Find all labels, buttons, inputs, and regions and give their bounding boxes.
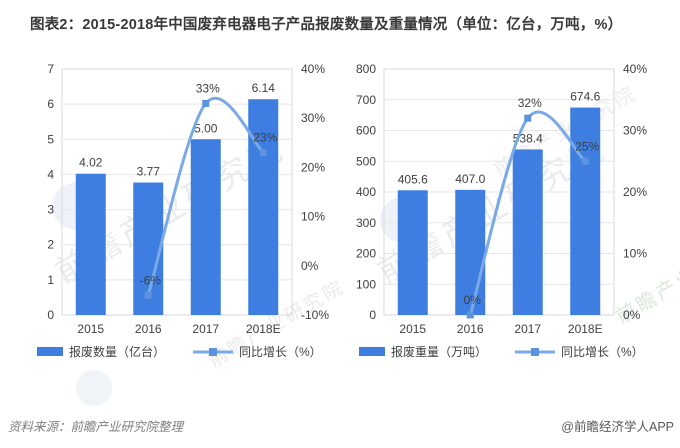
left-axis-tick: 400 [356,185,376,199]
bar-series: 4.02 3.77 5.00 6.14 [75,81,279,315]
bar-value-label: 4.02 [79,156,103,170]
right-axis-tick: -10% [301,308,329,322]
axis-labels: 0 1 2 3 4 5 6 7 -10% 0% 10% 20% 30% 40% 2015 2016 2017 20… [47,62,329,336]
line-marker [144,291,152,299]
line-value-label: 25% [575,139,599,153]
bar-2018E [248,99,279,315]
left-axis-tick: 0 [369,308,376,322]
legend-label: 同比增长（%） [239,345,322,359]
bar-2017 [512,149,543,315]
bar-2016 [455,189,486,315]
plot-border [383,68,615,316]
bar-value-label: 3.77 [137,165,161,179]
line-marker [259,149,267,157]
credit-note: @前瞻经济学人APP [561,420,674,434]
left-axis-tick: 100 [356,277,376,291]
line-marker [202,99,210,107]
legend-label: 报废重量（万吨） [391,344,487,359]
bar-value-label: 6.14 [252,81,276,95]
left-axis-tick: 6 [47,97,54,111]
legend-item-bar: 报废数量（亿台） [37,344,165,359]
bar-value-label: 5.00 [194,121,218,135]
chart-scrap-weight: 前瞻产业研究院 前瞻产业研究院 0 100 200 300 400 500 600 700 80… [336,57,666,373]
growth-line [468,110,587,317]
footer: 资料来源：前瞻产业研究院整理 @前瞻经济学人APP [8,416,674,435]
left-axis-tick: 300 [356,216,376,230]
legend-label: 同比增长（%） [561,345,644,359]
line-value-label: 23% [253,131,277,145]
chart-scrap-quantity-svg: 0 1 2 3 4 5 6 7 -10% 0% 10% 20% 30% 40% 2015 2016 2017 20… [37,62,329,359]
growth-line [146,96,265,297]
line-series: -6% 33% 23% [140,81,278,299]
right-axis-tick: 30% [623,124,647,138]
legend: 报废数量（亿台） 同比增长（%） [37,344,322,359]
x-axis-tick: 2016 [135,322,162,336]
right-axis-tick: 0% [301,259,319,273]
x-axis-tick: 2015 [77,322,104,336]
x-axis-tick: 2017 [192,322,219,336]
line-value-label: 33% [196,81,220,95]
line-marker [581,157,589,165]
left-axis-tick: 1 [47,273,54,287]
right-axis-tick: 0% [623,308,641,322]
left-axis-tick: 200 [356,247,376,261]
left-axis-tick: 0 [47,308,54,322]
legend-bar-swatch [37,347,63,356]
x-axis-tick: 2018E [568,322,603,336]
left-axis-tick: 4 [47,167,54,181]
line-value-label: 32% [518,96,542,110]
bar-value-label: 405.6 [398,172,428,186]
bar-value-label: 674.6 [570,90,600,104]
left-axis-tick: 5 [47,132,54,146]
chart-scrap-weight-svg: 0 100 200 300 400 500 600 700 800 0% 10% 20% 30% 40% 2… [356,62,647,359]
page-title: 图表2：2015-2018年中国废弃电器电子产品报废数量及重量情况（单位：亿台，… [30,17,623,33]
line-value-label: 0% [464,293,482,307]
bar-value-label: 407.0 [455,172,485,186]
source-note: 资料来源：前瞻产业研究院整理 [8,420,184,434]
left-axis-tick: 3 [47,203,54,217]
left-axis-tick: 700 [356,93,376,107]
legend-line-marker [209,348,217,356]
line-value-label: -6% [140,273,162,287]
bar-2015 [397,190,428,315]
right-axis-tick: 30% [301,111,325,125]
left-axis-tick: 600 [356,124,376,138]
watermark-logo-icon [76,370,112,406]
legend-item-line: 同比增长（%） [193,345,322,359]
x-axis-tick: 2016 [457,322,484,336]
right-axis-tick: 40% [623,62,647,76]
x-axis-tick: 2015 [399,322,426,336]
left-axis-tick: 800 [356,62,376,76]
legend: 报废重量（万吨） 同比增长（%） [359,344,644,359]
right-axis-tick: 20% [301,160,325,174]
legend-item-line: 同比增长（%） [515,345,644,359]
right-axis-tick: 40% [301,62,325,76]
right-axis-tick: 20% [623,185,647,199]
legend-line-marker [531,348,539,356]
line-series: 0% 32% 25% [464,96,600,319]
x-axis-tick: 2017 [514,322,541,336]
left-axis-tick: 500 [356,154,376,168]
left-axis-tick: 2 [47,238,54,252]
x-axis-tick: 2018E [246,322,281,336]
bar-2017 [190,139,221,315]
axis-labels: 0 100 200 300 400 500 600 700 800 0% 10% 20% 30% 40% 2… [356,62,647,336]
chart-scrap-quantity: 前瞻产业研究院 前瞻产业研究院 0 1 2 3 4 5 6 7 -10% 0% 10% 20% 30% 4… [14,57,349,373]
line-marker [466,311,474,319]
bar-2018E [570,107,601,315]
legend-item-bar: 报废重量（万吨） [359,344,487,359]
right-axis-tick: 10% [301,210,325,224]
right-axis-tick: 10% [623,247,647,261]
legend-bar-swatch [359,347,385,356]
left-axis-tick: 7 [47,62,54,76]
bar-2015 [75,173,106,315]
legend-label: 报废数量（亿台） [69,344,165,359]
line-marker [524,114,532,122]
